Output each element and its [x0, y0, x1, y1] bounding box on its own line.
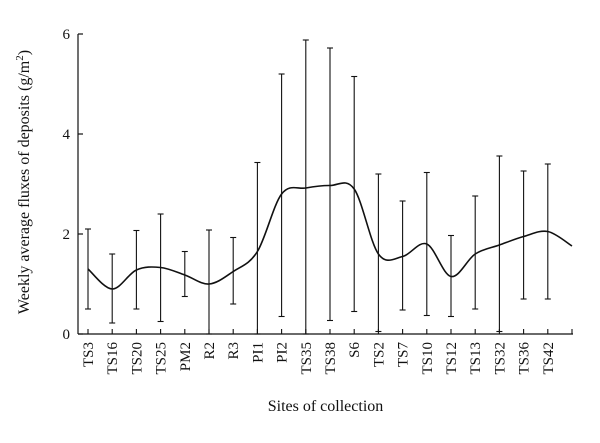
error-bar — [254, 161, 261, 335]
x-tick-label: PI2 — [275, 342, 291, 363]
x-tick-label: TS3 — [81, 342, 97, 367]
x-tick-label: TS2 — [371, 342, 387, 367]
y-axis-title-close: ) — [16, 50, 33, 55]
x-tick-label: TS38 — [323, 342, 339, 375]
error-bar — [351, 75, 358, 313]
x-tick-label: R2 — [202, 342, 218, 360]
error-bar — [520, 170, 527, 300]
x-tick-label: TS36 — [517, 342, 533, 375]
x-tick-label: PM2 — [178, 342, 194, 371]
error-bar — [472, 195, 479, 310]
y-tick-label: 6 — [63, 27, 71, 43]
y-tick-label: 0 — [63, 327, 71, 343]
x-tick-label: TS13 — [468, 342, 484, 375]
x-tick-label: TS32 — [492, 342, 508, 375]
y-tick-label: 2 — [63, 227, 71, 243]
x-tick-label: TS12 — [444, 342, 460, 375]
x-tick-label: TS25 — [154, 342, 170, 375]
x-tick-label: R3 — [226, 342, 242, 360]
x-axis-title: Sites of collection — [268, 398, 384, 415]
x-tick-label: TS42 — [541, 342, 557, 375]
error-bar — [302, 39, 309, 335]
error-bar — [181, 250, 188, 298]
error-bar — [206, 229, 212, 335]
x-tick-label: TS16 — [105, 342, 121, 375]
x-ticks: TS3 TS16 TS20 TS25 PM2 R2 R3 PI1 PI2 TS35 TS38 S6 TS… — [81, 329, 573, 375]
y-tick-label: 4 — [63, 127, 71, 143]
x-tick-label: PI1 — [250, 342, 266, 363]
x-tick-label: TS7 — [396, 342, 412, 368]
y-ticks: 0 2 4 6 — [63, 27, 83, 343]
y-axis-title: Weekly average fluxes of deposits (g/m2) — [14, 50, 33, 314]
x-tick-label: S6 — [347, 342, 363, 358]
x-tick-label: TS10 — [420, 342, 436, 375]
x-tick-label: TS20 — [129, 342, 145, 375]
y-axis-title-main: Weekly average fluxes of deposits (g/m — [16, 60, 33, 314]
y-axis-title-sup: 2 — [14, 55, 26, 61]
x-tick-label: TS35 — [299, 342, 315, 375]
error-bar — [496, 155, 503, 333]
series-line — [87, 182, 573, 290]
error-bar — [327, 47, 333, 322]
error-bar — [399, 200, 406, 311]
